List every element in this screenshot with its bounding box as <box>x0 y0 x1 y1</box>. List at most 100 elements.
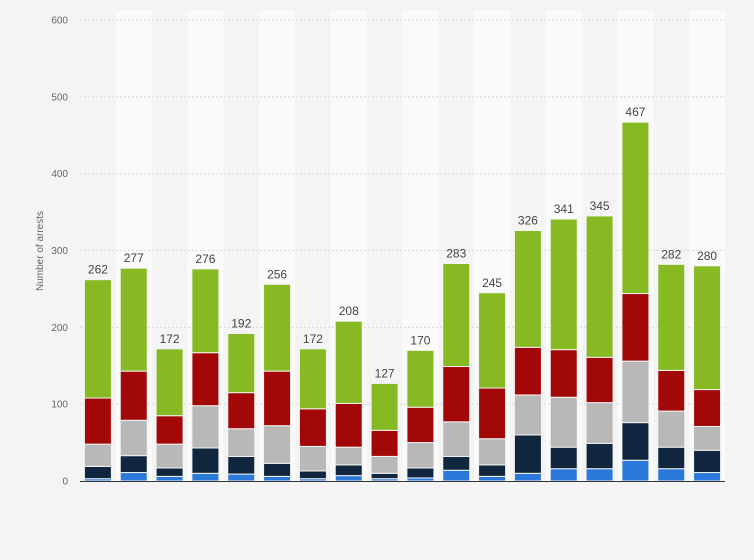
bar-segment <box>298 348 327 410</box>
bar-segment <box>549 446 578 470</box>
bar-segment <box>191 472 220 482</box>
bar-segment <box>119 267 148 372</box>
bar-segment <box>442 421 471 457</box>
bar-segment <box>621 422 650 461</box>
bar-segment <box>83 465 112 480</box>
data-label: 276 <box>195 252 215 266</box>
bar-segment <box>263 283 292 372</box>
y-axis-ticks: 0 100 200 300 400 500 600 <box>51 16 68 488</box>
data-label: 467 <box>625 105 645 119</box>
bar-segment <box>370 455 399 474</box>
bar-segment <box>442 263 471 368</box>
bar-segment <box>621 360 650 424</box>
bar-segment <box>119 472 148 482</box>
y-tick-label: 300 <box>51 246 68 257</box>
bar-segment <box>263 475 292 482</box>
bar-segment <box>549 468 578 482</box>
bar-segment <box>370 382 399 431</box>
bar-segment <box>585 402 614 444</box>
data-label: 280 <box>697 249 717 263</box>
bar-segment <box>334 402 363 448</box>
bar-segment <box>549 349 578 398</box>
bar-segment <box>334 446 363 466</box>
bar-segment <box>513 472 542 482</box>
bar-segment <box>657 410 686 448</box>
bar-segment <box>334 475 363 482</box>
bar-segment <box>513 434 542 474</box>
data-label: 256 <box>267 267 287 281</box>
bar-segment <box>585 468 614 482</box>
bar-segment <box>657 446 686 470</box>
bar-segment <box>370 472 399 480</box>
data-label: 341 <box>554 202 574 216</box>
bar-segment <box>549 396 578 448</box>
y-tick-label: 100 <box>51 400 68 411</box>
bar-segment <box>298 445 327 472</box>
bar-segment <box>585 356 614 404</box>
bar-segment <box>83 279 112 399</box>
bar-segment <box>227 428 256 457</box>
data-label: 262 <box>88 263 108 277</box>
y-tick-label: 600 <box>51 16 68 27</box>
bar-segment <box>83 443 112 467</box>
bar-segment <box>406 467 435 479</box>
data-label: 283 <box>446 247 466 261</box>
bar-segment <box>191 405 220 449</box>
bar-segment <box>513 394 542 436</box>
data-label: 192 <box>231 316 251 330</box>
bar-segment <box>406 349 435 408</box>
bar-segment <box>657 369 686 412</box>
bar-segment <box>370 429 399 457</box>
data-label: 326 <box>518 214 538 228</box>
y-tick-label: 200 <box>51 323 68 334</box>
bar-segment <box>227 392 256 430</box>
bar-segment <box>657 263 686 371</box>
data-labels: 262 277 172 276 192 256 172 208 127 170 283 245 326 3… <box>88 105 718 380</box>
bar-segment <box>119 370 148 421</box>
bar-segment <box>442 366 471 423</box>
bar-segment <box>621 459 650 482</box>
bar-segment <box>155 348 184 417</box>
bar-segment <box>693 449 722 474</box>
bar-segment <box>227 473 256 482</box>
bar-segment <box>478 438 507 466</box>
bar-segment <box>513 346 542 396</box>
bar-segment <box>155 467 184 477</box>
data-label: 172 <box>160 332 180 346</box>
bar-segment <box>298 470 327 480</box>
bar-segment <box>657 468 686 482</box>
bar-segment <box>549 218 578 351</box>
bar-segment <box>298 408 327 447</box>
bar-segment <box>513 230 542 348</box>
bar-segment <box>263 370 292 427</box>
bar-segment <box>191 447 220 474</box>
data-label: 170 <box>410 333 430 347</box>
data-label: 245 <box>482 276 502 290</box>
data-label: 345 <box>590 199 610 213</box>
bar-segment <box>621 293 650 362</box>
y-axis-label: Number of arrests <box>35 211 46 291</box>
bar-segment <box>334 464 363 477</box>
bar-segment <box>442 455 471 471</box>
data-label: 277 <box>124 251 144 265</box>
bar-segment <box>263 425 292 464</box>
data-label: 282 <box>661 247 681 261</box>
bar-segment <box>693 472 722 482</box>
bar-segment <box>263 462 292 477</box>
bar-segment <box>478 387 507 440</box>
bar-segment <box>119 455 148 474</box>
bar-segment <box>478 464 507 477</box>
y-tick-label: 500 <box>51 92 68 103</box>
bar-segment <box>693 265 722 391</box>
bar-segment <box>155 443 184 469</box>
bar-segment <box>406 442 435 469</box>
y-tick-label: 0 <box>62 477 68 488</box>
data-label: 172 <box>303 332 323 346</box>
bar-segment <box>191 352 220 407</box>
bar-segment <box>621 121 650 295</box>
bar-segment <box>155 415 184 445</box>
bar-segment <box>227 332 256 394</box>
bar-segment <box>191 268 220 354</box>
data-label: 127 <box>375 366 395 380</box>
